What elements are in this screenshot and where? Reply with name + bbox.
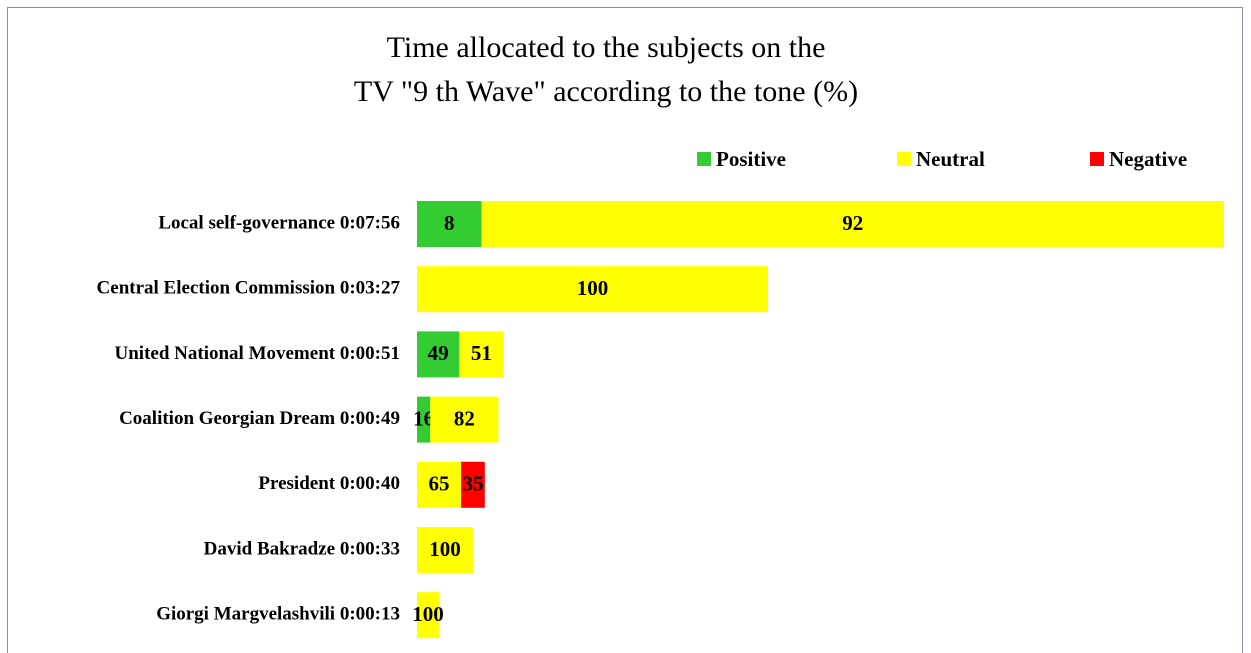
bar-segment: [417, 201, 482, 247]
bar-segment: [417, 527, 473, 573]
legend-label: Neutral: [916, 147, 985, 171]
category-label: Local self-governance 0:07:56: [158, 212, 400, 233]
bar-segment: [417, 266, 768, 313]
chart-frame: [7, 7, 1243, 653]
legend-label: Positive: [716, 147, 786, 171]
category-label: President 0:00:40: [258, 473, 400, 494]
value-label: 100: [412, 602, 444, 626]
value-label: 100: [577, 276, 609, 300]
legend-swatch: [897, 152, 911, 166]
bar-segment: [459, 331, 504, 378]
bar-segment: [417, 592, 440, 639]
category-label: United National Movement 0:00:51: [115, 343, 401, 364]
legend-label: Negative: [1109, 147, 1187, 171]
category-label: Giorgi Margvelashvili 0:00:13: [156, 604, 400, 625]
value-label: 100: [429, 537, 461, 561]
value-label: 65: [429, 472, 450, 496]
bar-segment: [430, 396, 499, 443]
bar-segment: [461, 461, 485, 508]
bar-segment: [417, 461, 462, 508]
value-label: 8: [444, 211, 455, 235]
chart-title: Time allocated to the subjects on the: [387, 31, 826, 64]
legend-swatch: [697, 152, 711, 166]
bar-segment: [417, 331, 460, 378]
category-label: Coalition Georgian Dream 0:00:49: [119, 408, 400, 429]
value-label: 92: [842, 211, 863, 235]
value-label: 49: [428, 341, 449, 365]
value-label: 35: [462, 472, 483, 496]
value-label: 51: [471, 341, 492, 365]
bar-segment: [481, 201, 1224, 247]
value-label: 16: [413, 406, 434, 430]
category-label: Central Election Commission 0:03:27: [97, 278, 401, 299]
legend-swatch: [1090, 152, 1104, 166]
category-label: David Bakradze 0:00:33: [204, 538, 400, 559]
value-label: 82: [454, 406, 475, 430]
chart-title: TV "9 th Wave" according to the tone (%): [354, 75, 858, 108]
bar-segment: [417, 396, 431, 443]
